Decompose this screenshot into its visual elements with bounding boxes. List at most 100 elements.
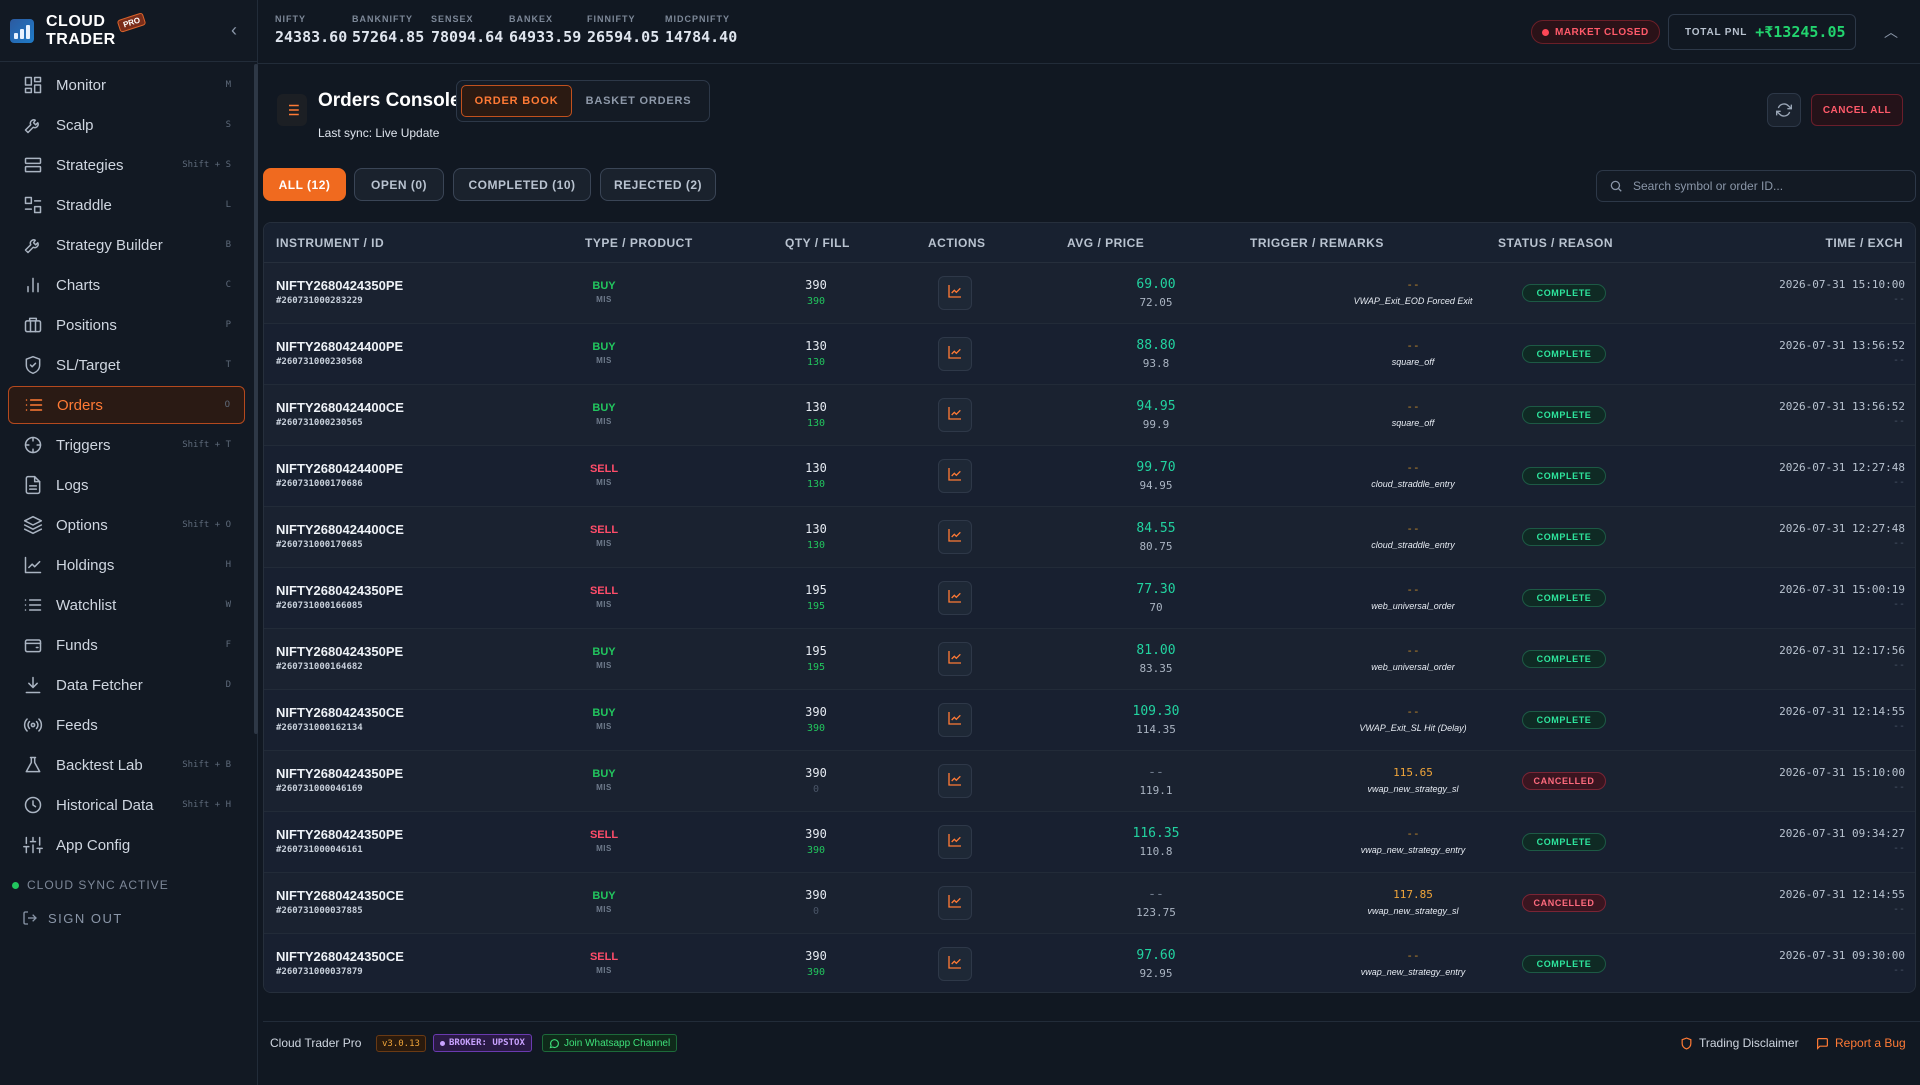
view-chart-button[interactable]	[938, 703, 972, 737]
sign-out-button[interactable]: SIGN OUT	[22, 910, 123, 926]
shortcut-hint: D	[225, 680, 231, 690]
tab-basket-orders[interactable]: BASKET ORDERS	[585, 95, 692, 107]
filter-completed[interactable]: COMPLETED (10)	[453, 168, 591, 201]
filter-all[interactable]: ALL (12)	[263, 168, 346, 201]
view-chart-button[interactable]	[938, 947, 972, 981]
average-price: 88.80	[1136, 338, 1176, 353]
sidebar-item-monitor[interactable]: Monitor M	[8, 66, 245, 104]
order-time: 2026-07-31 09:34:27	[1779, 827, 1905, 840]
cancel-all-button[interactable]: CANCEL ALL	[1811, 94, 1903, 126]
sidebar-item-backtest-lab[interactable]: Backtest Lab Shift + B	[8, 746, 245, 784]
filter-open[interactable]: OPEN (0)	[354, 168, 444, 201]
sidebar-item-label: Strategy Builder	[56, 236, 163, 254]
order-id: #260731000230568	[276, 357, 363, 367]
search-input[interactable]	[1633, 179, 1903, 193]
view-chart-button[interactable]	[938, 459, 972, 493]
order-id: #260731000046169	[276, 784, 363, 794]
index-value: 64933.59	[509, 28, 582, 46]
average-price: 97.60	[1136, 948, 1176, 963]
sidebar-item-orders[interactable]: Orders O	[8, 386, 245, 424]
trading-disclaimer-link[interactable]: Trading Disclaimer	[1680, 1036, 1799, 1050]
order-qty: 130	[805, 339, 827, 353]
order-remarks: vwap_new_strategy_entry	[1360, 845, 1466, 855]
sidebar-item-options[interactable]: Options Shift + O	[8, 506, 245, 544]
sidebar-item-triggers[interactable]: Triggers Shift + T	[8, 426, 245, 464]
server-icon	[22, 154, 44, 176]
shortcut-hint: P	[225, 320, 231, 330]
sidebar-item-strategy-builder[interactable]: Strategy Builder B	[8, 226, 245, 264]
report-bug-link[interactable]: Report a Bug	[1816, 1036, 1906, 1050]
status-badge: COMPLETE	[1522, 833, 1606, 851]
sidebar-item-funds[interactable]: Funds F	[8, 626, 245, 664]
index-value: 57264.85	[352, 28, 425, 46]
table-row[interactable]: NIFTY2680424350PE #260731000164682 BUY MIS 1…	[264, 629, 1915, 690]
filter-rejected[interactable]: REJECTED (2)	[600, 168, 716, 201]
sidebar-item-scalp[interactable]: Scalp S	[8, 106, 245, 144]
view-chart-button[interactable]	[938, 764, 972, 798]
table-row[interactable]: NIFTY2680424400CE #260731000170685 SELL MIS…	[264, 507, 1915, 568]
chart-icon	[947, 527, 963, 548]
sidebar-item-label: Positions	[56, 316, 117, 334]
sidebar-item-positions[interactable]: Positions P	[8, 306, 245, 344]
sidebar-item-label: Straddle	[56, 196, 112, 214]
whatsapp-icon	[549, 1038, 559, 1048]
tab-order-book[interactable]: ORDER BOOK	[461, 85, 573, 117]
logout-icon	[23, 911, 37, 925]
sidebar-item-sl-target[interactable]: SL/Target T	[8, 346, 245, 384]
table-row[interactable]: NIFTY2680424400PE #260731000170686 SELL MIS…	[264, 446, 1915, 507]
sidebar-item-data-fetcher[interactable]: Data Fetcher D	[8, 666, 245, 704]
instrument-symbol: NIFTY2680424400PE	[276, 339, 404, 354]
table-row[interactable]: NIFTY2680424350CE #260731000162134 BUY MIS 3…	[264, 690, 1915, 751]
chevron-up-icon[interactable]: ︿	[1884, 24, 1898, 40]
product-type: MIS	[596, 966, 612, 975]
view-chart-button[interactable]	[938, 642, 972, 676]
table-row[interactable]: NIFTY2680424350PE #260731000166085 SELL MIS…	[264, 568, 1915, 629]
index-name: SENSEX	[431, 14, 474, 24]
cloud-sync-status: CLOUD SYNC ACTIVE	[12, 878, 169, 892]
status-badge: COMPLETE	[1522, 589, 1606, 607]
product-type: MIS	[596, 600, 612, 609]
table-row[interactable]: NIFTY2680424350PE #260731000046169 BUY MIS 3…	[264, 751, 1915, 812]
table-row[interactable]: NIFTY2680424350PE #260731000283229 BUY MIS 3…	[264, 263, 1915, 324]
sidebar-item-charts[interactable]: Charts C	[8, 266, 245, 304]
product-type: MIS	[596, 417, 612, 426]
table-row[interactable]: NIFTY2680424400PE #260731000230568 BUY MIS 1…	[264, 324, 1915, 385]
sidebar-item-strategies[interactable]: Strategies Shift + S	[8, 146, 245, 184]
sidebar-item-app-config[interactable]: App Config	[8, 826, 245, 864]
sidebar-item-straddle[interactable]: Straddle L	[8, 186, 245, 224]
sidebar-item-logs[interactable]: Logs	[8, 466, 245, 504]
sidebar-item-holdings[interactable]: Holdings H	[8, 546, 245, 584]
product-type: MIS	[596, 539, 612, 548]
pnl-label: TOTAL PNL	[1685, 26, 1748, 38]
collapse-sidebar-chevron-icon[interactable]: ‹	[231, 20, 237, 40]
instrument-symbol: NIFTY2680424350PE	[276, 644, 404, 659]
search-icon	[1610, 180, 1622, 192]
sidebar-item-feeds[interactable]: Feeds	[8, 706, 245, 744]
whatsapp-link[interactable]: Join Whatsapp Channel	[542, 1034, 678, 1052]
refresh-button[interactable]	[1767, 93, 1801, 127]
view-chart-button[interactable]	[938, 581, 972, 615]
view-chart-button[interactable]	[938, 276, 972, 310]
view-chart-button[interactable]	[938, 886, 972, 920]
footer-app-name: Cloud Trader Pro	[270, 1036, 362, 1050]
exchange: --	[1892, 904, 1905, 915]
table-row[interactable]: NIFTY2680424400CE #260731000230565 BUY MIS 1…	[264, 385, 1915, 446]
sidebar-item-watchlist[interactable]: Watchlist W	[8, 586, 245, 624]
col-qty: QTY / FILL	[785, 236, 850, 250]
order-time: 2026-07-31 15:00:19	[1779, 583, 1905, 596]
table-row[interactable]: NIFTY2680424350CE #260731000037885 BUY MIS 3…	[264, 873, 1915, 934]
order-id: #260731000170685	[276, 540, 363, 550]
order-time: 2026-07-31 12:27:48	[1779, 461, 1905, 474]
filled-qty: 390	[806, 967, 826, 978]
view-chart-button[interactable]	[938, 337, 972, 371]
view-chart-button[interactable]	[938, 520, 972, 554]
brand: CLOUD TRADER PRO ‹	[0, 0, 257, 62]
table-row[interactable]: NIFTY2680424350PE #260731000046161 SELL MIS…	[264, 812, 1915, 873]
index-banknifty: BANKNIFTY 57264.85	[352, 14, 424, 46]
index-bankex: BANKEX 64933.59	[509, 14, 581, 46]
table-row[interactable]: NIFTY2680424350CE #260731000037879 SELL MIS…	[264, 934, 1915, 992]
sidebar-item-historical-data[interactable]: Historical Data Shift + H	[8, 786, 245, 824]
view-chart-button[interactable]	[938, 398, 972, 432]
view-chart-button[interactable]	[938, 825, 972, 859]
sidebar-scrollbar[interactable]	[254, 64, 258, 734]
